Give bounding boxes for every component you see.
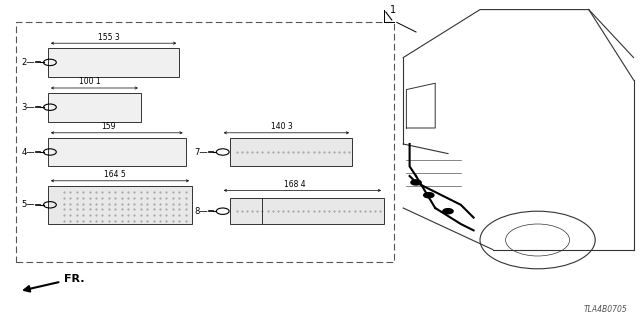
FancyBboxPatch shape bbox=[48, 186, 192, 224]
Text: FR.: FR. bbox=[24, 274, 84, 292]
Text: 155 3: 155 3 bbox=[98, 33, 120, 42]
FancyBboxPatch shape bbox=[230, 198, 384, 224]
FancyBboxPatch shape bbox=[230, 138, 352, 166]
Text: 164 5: 164 5 bbox=[104, 170, 126, 179]
FancyBboxPatch shape bbox=[48, 93, 141, 122]
Text: 159: 159 bbox=[102, 122, 116, 131]
Text: 140 3: 140 3 bbox=[271, 122, 292, 131]
Circle shape bbox=[443, 209, 453, 214]
Text: 168 4: 168 4 bbox=[284, 180, 305, 189]
Text: 5—: 5— bbox=[22, 200, 35, 209]
FancyBboxPatch shape bbox=[48, 138, 186, 166]
Text: 7—: 7— bbox=[195, 148, 208, 156]
Circle shape bbox=[424, 193, 434, 198]
Text: 8—: 8— bbox=[195, 207, 208, 216]
Text: 100 1: 100 1 bbox=[79, 77, 100, 86]
Text: TLA4B0705: TLA4B0705 bbox=[584, 305, 627, 314]
Text: 3—: 3— bbox=[22, 103, 35, 112]
Text: 2—: 2— bbox=[22, 58, 35, 67]
FancyBboxPatch shape bbox=[48, 48, 179, 77]
Circle shape bbox=[411, 180, 421, 185]
Text: 4—: 4— bbox=[22, 148, 35, 156]
Text: 1: 1 bbox=[390, 4, 397, 15]
